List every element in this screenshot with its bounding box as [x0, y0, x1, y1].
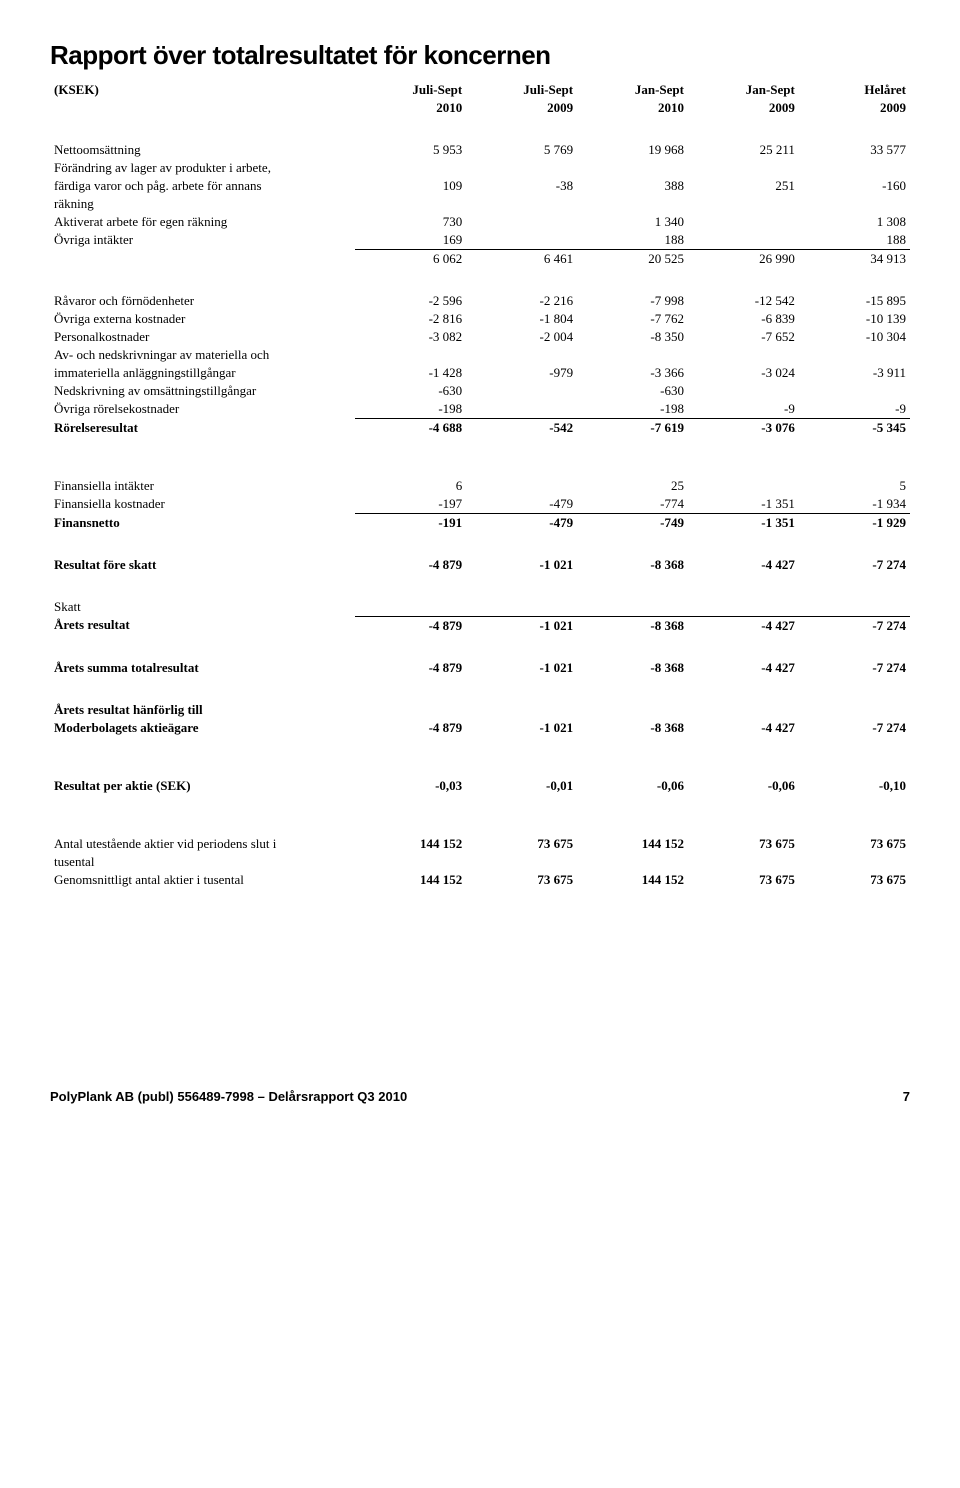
col-year: 2010 [355, 99, 466, 117]
table-row: Finansnetto -191 -479 -749 -1 351 -1 929 [50, 514, 910, 533]
footer-left: PolyPlank AB (publ) 556489-7998 – Delårs… [50, 1089, 407, 1104]
table-row: Aktiverat arbete för egen räkning 730 1 … [50, 213, 910, 231]
table-row: färdiga varor och påg. arbete för annans… [50, 177, 910, 195]
table-row: Övriga intäkter 169 188 188 [50, 231, 910, 250]
col-header: Helåret [799, 81, 910, 99]
table-row: Skatt [50, 598, 910, 616]
page-footer: PolyPlank AB (publ) 556489-7998 – Delårs… [50, 1089, 910, 1104]
page-title: Rapport över totalresultatet för koncern… [50, 40, 910, 71]
col-header: Juli-Sept [466, 81, 577, 99]
col-year: 2009 [466, 99, 577, 117]
table-row: Antal utestående aktier vid periodens sl… [50, 835, 910, 853]
table-row: 6 062 6 461 20 525 26 990 34 913 [50, 250, 910, 269]
col-header: Jan-Sept [688, 81, 799, 99]
table-row: immateriella anläggningstillgångar -1 42… [50, 364, 910, 382]
table-row: Årets resultat -4 879 -1 021 -8 368 -4 4… [50, 616, 910, 635]
table-row: räkning [50, 195, 910, 213]
table-row: Årets resultat hänförlig till [50, 701, 910, 719]
page-number: 7 [903, 1089, 910, 1104]
col-year: 2010 [577, 99, 688, 117]
col-year: 2009 [799, 99, 910, 117]
table-row: Genomsnittligt antal aktier i tusental 1… [50, 871, 910, 889]
table-row: Övriga externa kostnader -2 816 -1 804 -… [50, 310, 910, 328]
table-row: Finansiella intäkter 6 25 5 [50, 477, 910, 495]
table-row: Av- och nedskrivningar av materiella och [50, 346, 910, 364]
col-year: 2009 [688, 99, 799, 117]
table-row: Resultat per aktie (SEK) -0,03 -0,01 -0,… [50, 777, 910, 795]
table-row: Resultat före skatt -4 879 -1 021 -8 368… [50, 556, 910, 574]
table-row: Rörelseresultat -4 688 -542 -7 619 -3 07… [50, 419, 910, 438]
table-row: Personalkostnader -3 082 -2 004 -8 350 -… [50, 328, 910, 346]
table-row: Nedskrivning av omsättningstillgångar -6… [50, 382, 910, 400]
income-statement-table: (KSEK) Juli-Sept Juli-Sept Jan-Sept Jan-… [50, 81, 910, 889]
table-row: Finansiella kostnader -197 -479 -774 -1 … [50, 495, 910, 514]
ksek-label: (KSEK) [50, 81, 355, 99]
col-header: Juli-Sept [355, 81, 466, 99]
table-row: Förändring av lager av produkter i arbet… [50, 159, 910, 177]
table-row: Nettoomsättning 5 953 5 769 19 968 25 21… [50, 141, 910, 159]
table-row: Övriga rörelsekostnader -198 -198 -9 -9 [50, 400, 910, 419]
table-row: Moderbolagets aktieägare -4 879 -1 021 -… [50, 719, 910, 737]
col-header: Jan-Sept [577, 81, 688, 99]
table-row: tusental [50, 853, 910, 871]
table-row: Årets summa totalresultat -4 879 -1 021 … [50, 659, 910, 677]
table-row: Råvaror och förnödenheter -2 596 -2 216 … [50, 292, 910, 310]
